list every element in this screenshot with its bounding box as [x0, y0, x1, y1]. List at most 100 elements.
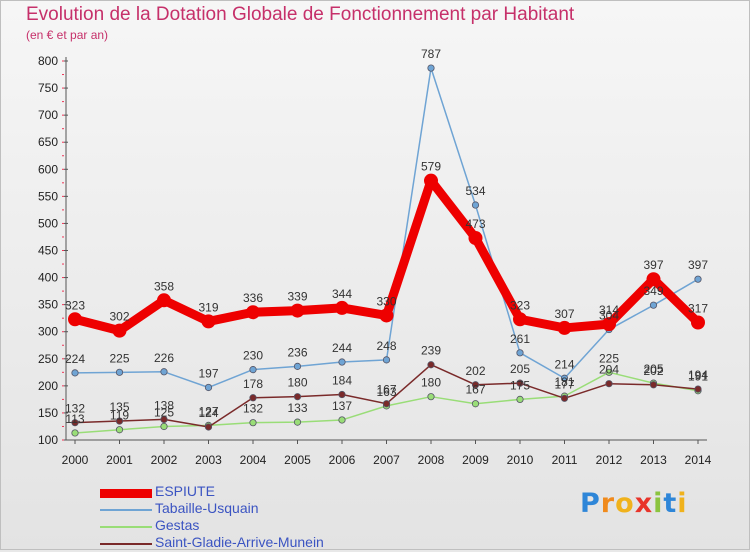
data-label: 163 — [376, 385, 396, 399]
y-tick-label: 600 — [38, 162, 58, 176]
data-label: 125 — [154, 405, 174, 419]
data-label: 132 — [65, 402, 85, 416]
data-point — [293, 393, 302, 401]
data-point — [338, 390, 346, 399]
data-label: 534 — [465, 184, 485, 198]
data-label: 191 — [688, 370, 708, 384]
data-label: 323 — [65, 298, 85, 312]
data-point — [160, 368, 168, 376]
data-point — [71, 369, 79, 377]
chart-series — [68, 64, 705, 437]
data-point — [112, 323, 127, 338]
y-tick-label: 800 — [38, 54, 58, 68]
data-point — [204, 423, 213, 431]
data-point — [246, 305, 260, 320]
data-point — [468, 231, 483, 246]
data-point — [160, 415, 168, 424]
y-tick-label: 200 — [38, 379, 58, 393]
data-label: 579 — [421, 160, 441, 174]
data-label: 244 — [332, 341, 352, 355]
data-label: 317 — [688, 302, 708, 316]
data-point — [602, 317, 616, 332]
data-point — [646, 272, 661, 287]
data-label: 205 — [510, 362, 530, 376]
data-label: 344 — [332, 287, 352, 301]
y-tick-label: 100 — [38, 433, 58, 447]
data-label: 205 — [643, 362, 663, 376]
logo-letter: x — [634, 488, 654, 519]
data-label: 194 — [688, 368, 708, 382]
data-label: 214 — [554, 357, 574, 371]
data-label: 177 — [554, 377, 574, 391]
data-label: 224 — [65, 352, 85, 366]
data-point — [157, 293, 171, 308]
y-tick-label: 750 — [38, 81, 58, 95]
data-point — [605, 380, 613, 388]
data-label: 239 — [421, 344, 441, 358]
data-label: 202 — [643, 364, 663, 378]
y-tick-label: 650 — [38, 135, 58, 149]
x-tick-label: 2002 — [151, 453, 178, 467]
legend-swatch — [100, 526, 152, 528]
x-tick-label: 2000 — [62, 453, 89, 467]
data-label: 397 — [643, 258, 663, 272]
x-tick-label: 2013 — [640, 453, 667, 467]
y-tick-label: 400 — [38, 271, 58, 285]
y-tick-label: 150 — [38, 406, 58, 420]
legend-label: Gestas — [155, 517, 200, 533]
x-tick-label: 2003 — [195, 453, 222, 467]
data-label: 304 — [599, 309, 619, 323]
proxiti-logo: Proxiti — [580, 488, 688, 519]
x-tick-label: 2001 — [106, 453, 133, 467]
data-point — [694, 385, 702, 393]
data-point — [516, 395, 524, 403]
data-label: 225 — [109, 351, 129, 365]
data-point — [249, 419, 257, 427]
data-point — [691, 315, 705, 330]
data-label: 133 — [287, 401, 307, 415]
x-tick-label: 2007 — [373, 453, 400, 467]
data-label: 135 — [109, 400, 129, 414]
data-label: 167 — [465, 383, 485, 397]
x-tick-label: 2014 — [685, 453, 712, 467]
data-point — [115, 426, 124, 434]
data-label: 307 — [554, 307, 574, 321]
chart-subtitle: (en € et par an) — [26, 28, 109, 42]
y-tick-label: 450 — [38, 244, 58, 258]
data-point — [424, 173, 438, 188]
x-tick-label: 2005 — [284, 453, 311, 467]
data-label: 197 — [198, 366, 218, 380]
data-point — [649, 381, 658, 389]
logo-letter: i — [653, 488, 664, 519]
y-tick-label: 300 — [38, 325, 58, 339]
data-label: 204 — [599, 363, 619, 377]
data-label: 787 — [421, 47, 441, 61]
data-label: 330 — [376, 294, 396, 308]
data-label: 226 — [154, 351, 174, 365]
data-point — [293, 362, 302, 370]
data-point — [382, 400, 391, 408]
data-point — [71, 429, 79, 437]
data-label: 319 — [198, 300, 218, 314]
data-point — [160, 422, 168, 431]
data-point — [68, 312, 82, 327]
data-label: 314 — [599, 303, 619, 317]
data-label: 113 — [65, 412, 84, 426]
data-point — [427, 361, 435, 369]
data-label: 137 — [332, 399, 352, 413]
data-label: 180 — [421, 376, 441, 390]
data-point — [516, 349, 524, 357]
data-point — [249, 366, 257, 374]
data-point — [649, 301, 658, 309]
data-label: 261 — [510, 332, 530, 346]
data-label: 323 — [510, 298, 530, 312]
data-label: 181 — [554, 375, 574, 389]
data-point — [290, 303, 305, 318]
data-point — [379, 308, 394, 323]
data-point — [293, 418, 302, 426]
data-point — [382, 356, 391, 364]
data-label: 132 — [243, 402, 263, 416]
y-tick-label: 250 — [38, 352, 58, 366]
data-point — [557, 320, 572, 335]
data-label: 336 — [243, 291, 263, 305]
